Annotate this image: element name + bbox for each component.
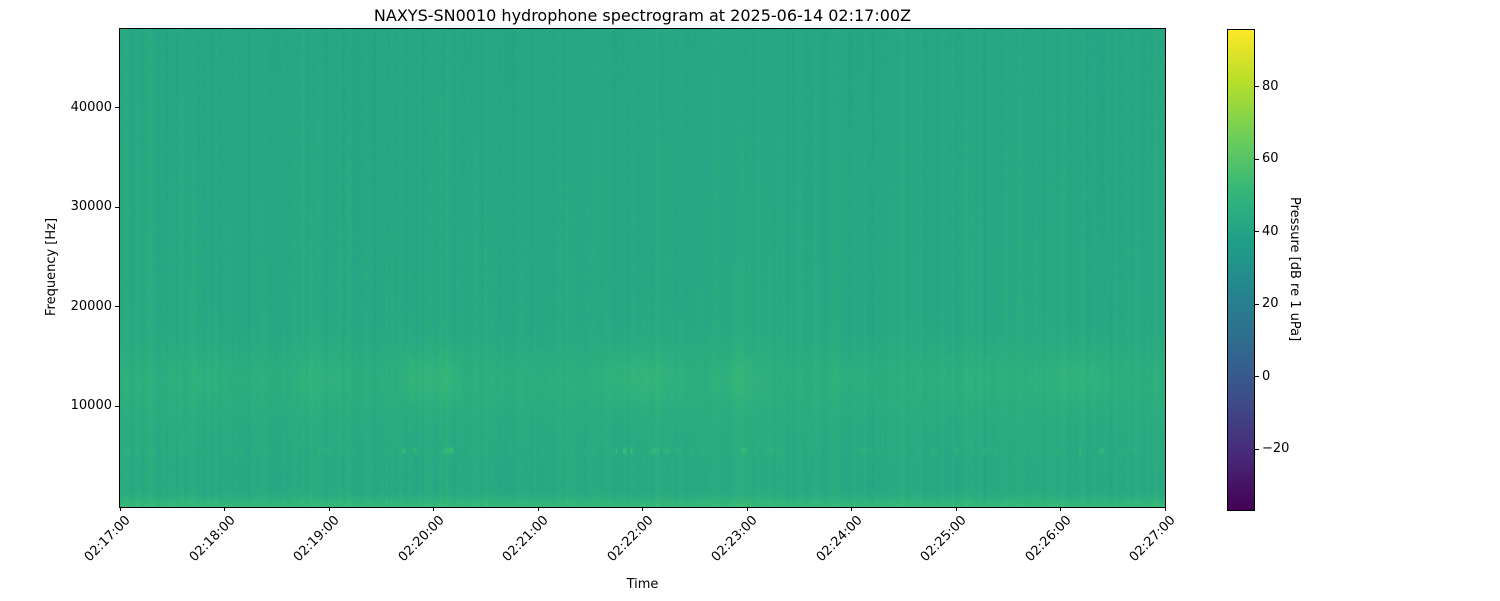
y-tick-label: 40000 <box>70 99 112 115</box>
y-tick-label: 30000 <box>70 199 112 215</box>
colorbar-tick-label: 20 <box>1262 296 1279 312</box>
y-tick-label: 20000 <box>70 298 112 314</box>
colorbar-tick-label: 0 <box>1262 368 1271 384</box>
colorbar-tick-mark <box>1255 86 1259 88</box>
x-tick-mark <box>224 507 225 511</box>
x-tick-mark <box>119 507 121 511</box>
colorbar-tick-mark <box>1255 158 1259 160</box>
y-tick-mark <box>115 107 119 109</box>
x-tick-mark <box>1164 507 1166 511</box>
colorbar-tick-label: 40 <box>1262 223 1279 239</box>
x-tick-mark <box>746 507 748 511</box>
x-tick-mark <box>851 507 852 511</box>
x-tick-mark <box>642 507 643 511</box>
colorbar-tick-mark <box>1255 303 1259 305</box>
spectrogram-canvas <box>120 29 1165 507</box>
x-tick-mark <box>1060 507 1061 511</box>
colorbar-tick-mark <box>1255 376 1259 378</box>
colorbar-tick-label: −20 <box>1262 441 1290 457</box>
y-tick-mark <box>115 306 119 308</box>
spectrogram-plot-area <box>119 28 1166 508</box>
colorbar-tick-label: 60 <box>1262 151 1279 167</box>
y-tick-mark <box>115 206 119 208</box>
colorbar <box>1227 29 1255 511</box>
x-tick-mark <box>537 507 539 511</box>
x-axis-label: Time <box>626 577 659 592</box>
chart-title: NAXYS-SN0010 hydrophone spectrogram at 2… <box>373 6 912 25</box>
colorbar-tick-mark <box>1255 448 1259 450</box>
x-tick-mark <box>433 507 434 511</box>
x-tick-mark <box>955 507 957 511</box>
y-tick-mark <box>115 405 119 407</box>
y-tick-label: 10000 <box>70 398 112 414</box>
colorbar-tick-label: 80 <box>1262 78 1279 94</box>
x-tick-mark <box>328 507 330 511</box>
colorbar-tick-mark <box>1255 231 1259 233</box>
colorbar-label: Pressure [dB re 1 uPa] <box>1287 196 1302 342</box>
